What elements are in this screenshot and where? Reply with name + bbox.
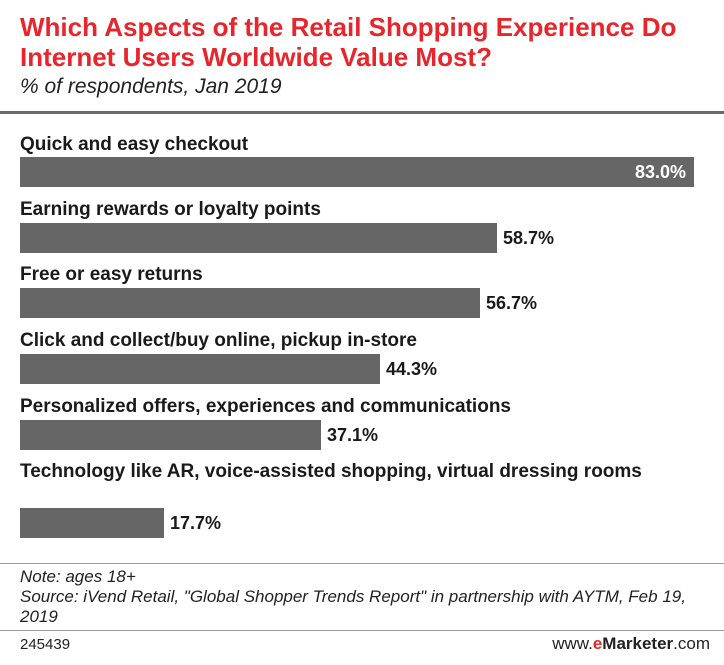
brand-suffix: .com — [673, 634, 710, 653]
bar — [20, 420, 321, 450]
notes-divider — [0, 563, 724, 564]
chart-notes: Note: ages 18+ Source: iVend Retail, "Gl… — [20, 567, 710, 627]
top-divider — [0, 111, 724, 114]
value-label: 83.0% — [634, 162, 686, 182]
brand-e: e — [592, 634, 603, 653]
bar — [20, 354, 380, 384]
category-label: Technology like AR, voice-assisted shopp… — [20, 461, 642, 482]
value-label: 17.7% — [170, 513, 222, 533]
source-text: Source: iVend Retail, "Global Shopper Tr… — [20, 587, 686, 626]
chart-title: Which Aspects of the Retail Shopping Exp… — [20, 12, 677, 72]
bar — [20, 288, 480, 318]
value-label: 44.3% — [386, 359, 438, 379]
value-label: 58.7% — [503, 228, 555, 248]
chart-subtitle: % of respondents, Jan 2019 — [20, 75, 282, 98]
chart-id: 245439 — [20, 636, 71, 653]
category-label: Click and collect/buy online, pickup in-… — [20, 330, 417, 351]
brand-prefix: www. — [552, 634, 593, 653]
bar — [20, 157, 694, 187]
category-label: Personalized offers, experiences and com… — [20, 396, 511, 417]
emarketer-logo: www.eMarketer.com — [552, 634, 710, 654]
bar — [20, 223, 497, 253]
bar-chart: Quick and easy checkout 83.0% Earning rewa… — [20, 134, 694, 538]
value-label: 56.7% — [486, 293, 538, 313]
value-label: 37.1% — [327, 425, 379, 445]
category-label: Free or easy returns — [20, 264, 203, 285]
footer-divider — [0, 630, 724, 631]
brand-marketer: Marketer — [602, 634, 674, 653]
bar — [20, 508, 164, 538]
category-label: Quick and easy checkout — [20, 134, 249, 155]
note-text: Note: ages 18+ — [20, 567, 136, 586]
category-label: Earning rewards or loyalty points — [20, 199, 321, 220]
